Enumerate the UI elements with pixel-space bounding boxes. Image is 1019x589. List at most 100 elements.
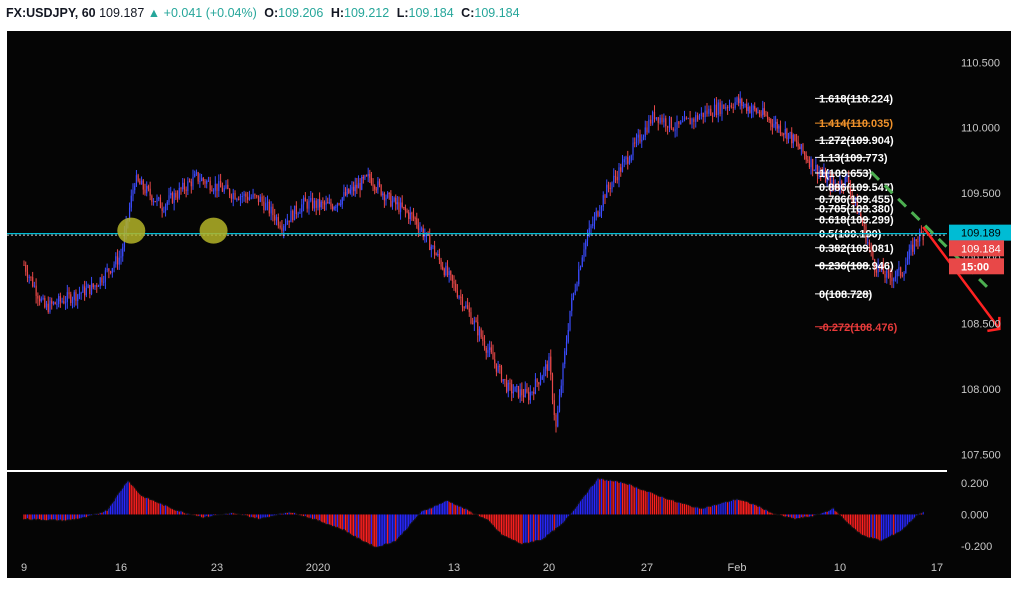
candle	[910, 244, 912, 250]
candle	[564, 351, 566, 365]
candle	[872, 249, 874, 260]
candle	[768, 119, 770, 121]
candle	[461, 297, 464, 308]
candle	[80, 292, 82, 294]
candle	[766, 115, 769, 120]
candle	[163, 210, 165, 212]
candle	[569, 310, 571, 331]
candle	[455, 283, 457, 291]
candle	[915, 239, 917, 242]
candlestick-series	[23, 91, 924, 433]
candle	[644, 127, 646, 137]
axis-labels: 110.500110.000109.500109.000108.500108.0…	[21, 57, 1011, 574]
candle	[220, 181, 222, 188]
candle	[898, 267, 900, 271]
symbol-label[interactable]: FX:USDJPY, 60	[6, 6, 96, 20]
candle	[613, 175, 615, 183]
candle	[500, 366, 503, 382]
candle	[758, 111, 761, 115]
candle	[87, 285, 89, 288]
candle	[882, 264, 884, 274]
candle	[468, 308, 470, 313]
candle	[113, 264, 115, 269]
candle	[874, 259, 876, 271]
candle	[257, 195, 260, 202]
candle	[657, 117, 659, 123]
candle	[734, 102, 736, 108]
candle	[409, 212, 411, 219]
candle	[466, 305, 469, 309]
candle	[374, 185, 376, 190]
fib-level-label: 0.236(108.946)	[819, 260, 894, 272]
candle	[256, 195, 258, 197]
candle	[132, 190, 134, 196]
candle	[424, 235, 426, 238]
candle	[499, 365, 501, 367]
candle	[572, 293, 575, 299]
candle	[380, 184, 382, 196]
candle	[66, 292, 68, 303]
candle	[816, 164, 819, 177]
candle	[168, 195, 170, 202]
candle	[832, 180, 835, 187]
oscillator-tick-label: -0.200	[961, 541, 992, 553]
candle	[702, 112, 704, 118]
candle	[200, 178, 203, 181]
candle	[362, 177, 364, 179]
candle	[875, 270, 877, 273]
candle	[635, 137, 638, 143]
candle	[77, 294, 79, 301]
candle	[541, 376, 543, 380]
candle	[548, 356, 550, 371]
candle	[485, 347, 487, 353]
candle	[680, 121, 682, 125]
candle	[261, 196, 263, 202]
candle	[370, 177, 373, 185]
candle	[310, 198, 312, 201]
candle	[800, 144, 802, 150]
candle	[115, 256, 117, 265]
candle	[399, 202, 402, 213]
candle	[581, 257, 583, 267]
fib-level-label: 0.705(109.380)	[819, 204, 894, 216]
candle	[453, 280, 455, 284]
candle	[831, 180, 833, 189]
candle	[335, 206, 337, 208]
candle	[357, 183, 360, 189]
candle	[239, 196, 242, 200]
candle	[655, 117, 657, 120]
candle	[328, 202, 330, 204]
candle	[747, 106, 749, 111]
candle	[557, 411, 559, 427]
candle	[781, 133, 783, 135]
candle	[204, 180, 206, 184]
candle	[56, 303, 58, 305]
candle	[164, 205, 167, 211]
candle	[738, 97, 740, 104]
candle	[446, 265, 449, 275]
candle	[440, 259, 442, 267]
price-badge-label: 109.184	[961, 243, 1001, 255]
candle	[82, 286, 84, 293]
candle	[795, 140, 798, 142]
candle	[789, 132, 791, 134]
time-axis[interactable]	[7, 553, 1011, 578]
price-axis[interactable]	[947, 31, 1011, 553]
candle	[341, 197, 343, 205]
price-badge	[949, 240, 1004, 257]
candle	[526, 388, 528, 392]
candle	[779, 125, 782, 134]
candle	[841, 181, 843, 187]
candle	[922, 233, 924, 241]
candle	[770, 119, 772, 124]
candle	[458, 296, 460, 298]
main-pane-background[interactable]	[7, 31, 947, 470]
candle	[243, 193, 245, 196]
candle	[197, 172, 199, 182]
candle	[546, 364, 548, 371]
candle	[304, 197, 306, 202]
candle	[637, 134, 639, 138]
candle	[812, 159, 814, 171]
candle	[448, 271, 450, 275]
